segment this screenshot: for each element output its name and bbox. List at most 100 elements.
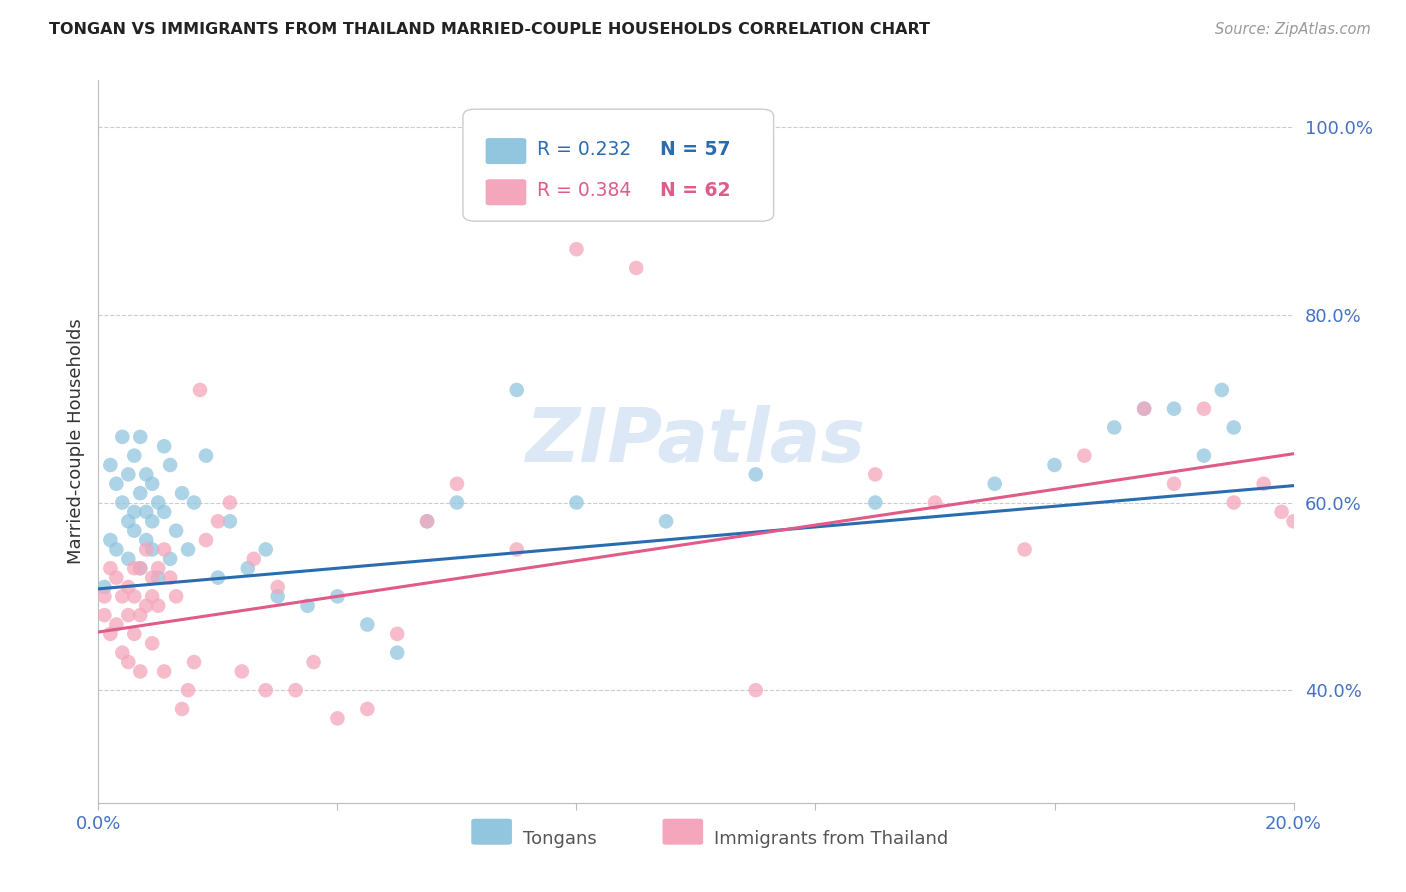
Point: [1133, 401, 1156, 416]
Point: [165, 590, 187, 604]
Point: [177, 683, 200, 698]
Point: [326, 711, 349, 725]
Point: [117, 551, 139, 566]
Point: [565, 242, 588, 256]
Point: [117, 608, 139, 623]
Point: [135, 505, 157, 519]
Point: [124, 524, 146, 538]
Point: [172, 486, 194, 500]
Point: [254, 683, 277, 698]
Point: [129, 608, 152, 623]
Point: [626, 260, 648, 275]
Point: [565, 495, 588, 509]
Point: [745, 467, 768, 482]
Point: [219, 495, 242, 509]
Point: [506, 542, 529, 557]
Text: R = 0.232: R = 0.232: [537, 140, 631, 160]
Point: [141, 514, 163, 528]
Point: [219, 514, 242, 528]
Point: [267, 580, 290, 594]
Text: Tongans: Tongans: [523, 830, 596, 848]
Text: ZIPatlas: ZIPatlas: [526, 405, 866, 478]
Point: [117, 514, 139, 528]
Point: [195, 449, 218, 463]
Point: [302, 655, 325, 669]
Point: [153, 542, 176, 557]
Point: [1253, 476, 1275, 491]
Point: [129, 561, 152, 575]
Point: [117, 580, 139, 594]
Point: [129, 430, 152, 444]
Text: Immigrants from Thailand: Immigrants from Thailand: [714, 830, 948, 848]
Point: [105, 542, 128, 557]
Point: [153, 439, 176, 453]
Point: [356, 617, 378, 632]
Point: [129, 486, 152, 500]
Point: [165, 524, 187, 538]
Point: [111, 495, 134, 509]
Point: [98, 627, 122, 641]
Point: [1043, 458, 1066, 472]
Point: [1271, 505, 1294, 519]
Point: [98, 458, 122, 472]
Point: [159, 458, 181, 472]
Point: [865, 495, 887, 509]
Point: [243, 551, 266, 566]
Point: [984, 476, 1007, 491]
Point: [111, 590, 134, 604]
Point: [141, 542, 163, 557]
Point: [98, 533, 122, 547]
Point: [105, 617, 128, 632]
Point: [865, 467, 887, 482]
Point: [129, 561, 152, 575]
Text: R = 0.384: R = 0.384: [537, 181, 631, 201]
Point: [148, 561, 170, 575]
Point: [655, 514, 678, 528]
Text: N = 57: N = 57: [661, 140, 731, 160]
FancyBboxPatch shape: [662, 819, 703, 845]
Point: [183, 495, 205, 509]
Point: [93, 590, 115, 604]
FancyBboxPatch shape: [463, 109, 773, 221]
Point: [105, 571, 128, 585]
FancyBboxPatch shape: [485, 138, 526, 164]
Point: [159, 551, 181, 566]
Point: [236, 561, 259, 575]
Point: [267, 590, 290, 604]
Point: [446, 495, 468, 509]
Point: [924, 495, 946, 509]
Text: Source: ZipAtlas.com: Source: ZipAtlas.com: [1215, 22, 1371, 37]
Point: [148, 599, 170, 613]
Point: [506, 383, 529, 397]
Point: [93, 580, 115, 594]
Point: [124, 505, 146, 519]
Point: [135, 533, 157, 547]
Point: [141, 571, 163, 585]
Point: [1192, 401, 1215, 416]
Point: [153, 505, 176, 519]
Point: [1163, 476, 1185, 491]
Y-axis label: Married-couple Households: Married-couple Households: [66, 318, 84, 565]
FancyBboxPatch shape: [485, 179, 526, 205]
Point: [124, 449, 146, 463]
Point: [177, 542, 200, 557]
Point: [153, 665, 176, 679]
Point: [135, 467, 157, 482]
Point: [207, 514, 229, 528]
Point: [1073, 449, 1095, 463]
Point: [124, 627, 146, 641]
Point: [1192, 449, 1215, 463]
Text: TONGAN VS IMMIGRANTS FROM THAILAND MARRIED-COUPLE HOUSEHOLDS CORRELATION CHART: TONGAN VS IMMIGRANTS FROM THAILAND MARRI…: [49, 22, 931, 37]
Point: [1312, 401, 1334, 416]
Point: [159, 571, 181, 585]
Point: [1223, 420, 1246, 434]
Point: [141, 476, 163, 491]
Point: [124, 561, 146, 575]
Point: [172, 702, 194, 716]
FancyBboxPatch shape: [471, 819, 512, 845]
Point: [1133, 401, 1156, 416]
Text: N = 62: N = 62: [661, 181, 731, 201]
Point: [148, 571, 170, 585]
Point: [446, 476, 468, 491]
Point: [297, 599, 319, 613]
